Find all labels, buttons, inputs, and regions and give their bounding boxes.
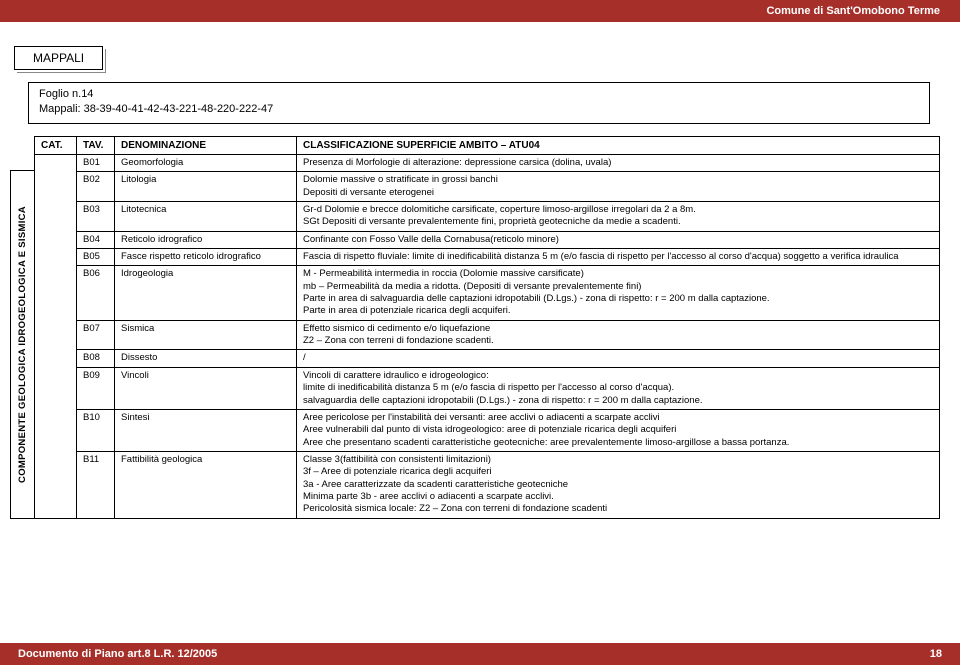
table-header-row: CAT. TAV. DENOMINAZIONE CLASSIFICAZIONE … bbox=[35, 137, 940, 155]
tav-cell: B03 bbox=[77, 202, 115, 232]
tav-cell: B07 bbox=[77, 320, 115, 350]
den-cell: Vincoli bbox=[115, 367, 297, 409]
den-cell: Idrogeologia bbox=[115, 266, 297, 320]
table-row: B11Fattibilità geologicaClasse 3(fattibi… bbox=[35, 451, 940, 518]
cla-cell: Vincoli di carattere idraulico e idrogeo… bbox=[297, 367, 940, 409]
den-cell: Litologia bbox=[115, 172, 297, 202]
vertical-label: COMPONENTE GEOLOGICA IDROGEOLOGICA E SIS… bbox=[10, 170, 34, 519]
col-tav: TAV. bbox=[77, 137, 115, 155]
tav-cell: B11 bbox=[77, 451, 115, 518]
main-table: CAT. TAV. DENOMINAZIONE CLASSIFICAZIONE … bbox=[34, 136, 940, 519]
cla-cell: Gr-d Dolomie e brecce dolomitiche carsif… bbox=[297, 202, 940, 232]
cat-cell bbox=[35, 155, 77, 519]
mappali-label: MAPPALI bbox=[33, 51, 84, 65]
den-cell: Litotecnica bbox=[115, 202, 297, 232]
tav-cell: B09 bbox=[77, 367, 115, 409]
col-den: DENOMINAZIONE bbox=[115, 137, 297, 155]
table-row: B09VincoliVincoli di carattere idraulico… bbox=[35, 367, 940, 409]
col-cla: CLASSIFICAZIONE SUPERFICIE AMBITO – ATU0… bbox=[297, 137, 940, 155]
tav-cell: B06 bbox=[77, 266, 115, 320]
tav-cell: B02 bbox=[77, 172, 115, 202]
footer-right: 18 bbox=[930, 643, 942, 665]
tav-cell: B04 bbox=[77, 231, 115, 248]
cla-cell: Dolomie massive o stratificate in grossi… bbox=[297, 172, 940, 202]
footer-left: Documento di Piano art.8 L.R. 12/2005 bbox=[18, 643, 217, 665]
cla-cell: / bbox=[297, 350, 940, 367]
vertical-label-text: COMPONENTE GEOLOGICA IDROGEOLOGICA E SIS… bbox=[17, 206, 28, 483]
den-cell: Fattibilità geologica bbox=[115, 451, 297, 518]
tav-cell: B05 bbox=[77, 249, 115, 266]
mappali-box: MAPPALI bbox=[14, 46, 103, 70]
cla-cell: M - Permeabilità intermedia in roccia (D… bbox=[297, 266, 940, 320]
tav-cell: B08 bbox=[77, 350, 115, 367]
cla-cell: Confinante con Fosso Valle della Cornabu… bbox=[297, 231, 940, 248]
foglio-line: Foglio n.14 bbox=[39, 87, 919, 102]
mappali-line: Mappali: 38-39-40-41-42-43-221-48-220-22… bbox=[39, 102, 919, 117]
table-row: B01GeomorfologiaPresenza di Morfologie d… bbox=[35, 155, 940, 172]
table-row: B03LitotecnicaGr-d Dolomie e brecce dolo… bbox=[35, 202, 940, 232]
cla-cell: Fascia di rispetto fluviale: limite di i… bbox=[297, 249, 940, 266]
den-cell: Fasce rispetto reticolo idrografico bbox=[115, 249, 297, 266]
info-box: Foglio n.14 Mappali: 38-39-40-41-42-43-2… bbox=[28, 82, 930, 124]
cla-cell: Effetto sismico di cedimento e/o liquefa… bbox=[297, 320, 940, 350]
header-band: Comune di Sant'Omobono Terme bbox=[0, 0, 960, 22]
table-row: B06IdrogeologiaM - Permeabilità intermed… bbox=[35, 266, 940, 320]
den-cell: Reticolo idrografico bbox=[115, 231, 297, 248]
table-row: B05Fasce rispetto reticolo idrograficoFa… bbox=[35, 249, 940, 266]
den-cell: Dissesto bbox=[115, 350, 297, 367]
den-cell: Sintesi bbox=[115, 409, 297, 451]
table-row: B04Reticolo idrograficoConfinante con Fo… bbox=[35, 231, 940, 248]
header-title: Comune di Sant'Omobono Terme bbox=[766, 5, 940, 17]
col-cat: CAT. bbox=[35, 137, 77, 155]
table-row: B08Dissesto/ bbox=[35, 350, 940, 367]
table-row: B07SismicaEffetto sismico di cedimento e… bbox=[35, 320, 940, 350]
cla-cell: Classe 3(fattibilità con consistenti lim… bbox=[297, 451, 940, 518]
tav-cell: B01 bbox=[77, 155, 115, 172]
tav-cell: B10 bbox=[77, 409, 115, 451]
den-cell: Geomorfologia bbox=[115, 155, 297, 172]
table-row: B02LitologiaDolomie massive o stratifica… bbox=[35, 172, 940, 202]
table-wrap: COMPONENTE GEOLOGICA IDROGEOLOGICA E SIS… bbox=[14, 136, 940, 519]
footer-band: Documento di Piano art.8 L.R. 12/2005 18 bbox=[0, 643, 960, 665]
table-row: B10SintesiAree pericolose per l'instabil… bbox=[35, 409, 940, 451]
den-cell: Sismica bbox=[115, 320, 297, 350]
cla-cell: Presenza di Morfologie di alterazione: d… bbox=[297, 155, 940, 172]
cla-cell: Aree pericolose per l'instabilità dei ve… bbox=[297, 409, 940, 451]
